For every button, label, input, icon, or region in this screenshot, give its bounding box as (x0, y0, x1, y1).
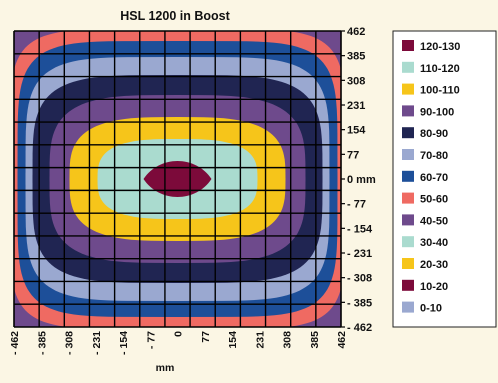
x-tick-label: - 308 (64, 331, 76, 355)
x-tick-label: - 231 (91, 331, 103, 355)
y-tick-label: 385 (347, 51, 365, 63)
x-tick-label: - 77 (145, 331, 157, 349)
y-tick-label: - 308 (347, 273, 372, 285)
legend-label: 80-90 (420, 128, 448, 140)
legend-swatch (402, 258, 414, 269)
legend-swatch (402, 170, 414, 182)
legend-label: 50-60 (420, 194, 448, 206)
legend-swatch (402, 61, 414, 73)
x-tick-label: 154 (227, 331, 239, 349)
legend-swatch (402, 279, 414, 291)
plot-grid (13, 30, 342, 328)
legend-swatch (402, 40, 414, 51)
x-tick-label: 385 (309, 331, 321, 349)
x-tick-label: 462 (336, 331, 348, 349)
y-tick-label: - 77 (347, 199, 366, 211)
legend-label: 110-120 (420, 63, 460, 75)
x-tick-label: 77 (200, 331, 212, 343)
legend-swatch (402, 301, 414, 313)
band-120-130 (143, 161, 212, 197)
y-tick-label: 308 (347, 75, 365, 87)
y-tick-label: 77 (347, 149, 359, 161)
y-tick-label: 154 (347, 125, 366, 137)
legend-label: 20-30 (420, 259, 448, 271)
legend-swatch (402, 105, 414, 117)
y-tick-label: 231 (347, 100, 365, 112)
x-tick-label: 0 (173, 331, 185, 337)
y-tick-label: - 385 (347, 297, 372, 309)
x-tick-label: 231 (254, 331, 266, 349)
x-tick-label: 308 (282, 331, 294, 349)
chart-title: HSL 1200 in Boost (120, 9, 230, 23)
legend-swatch (402, 149, 414, 160)
legend-label: 30-40 (420, 237, 448, 249)
x-tick-label: - 462 (9, 331, 21, 355)
legend-label: 0-10 (420, 303, 442, 315)
legend-swatch (402, 236, 414, 248)
y-tick-label: - 462 (347, 322, 372, 334)
y-tick-label: - 154 (347, 223, 373, 235)
legend-label: 100-110 (420, 85, 460, 97)
legend: 120-130 110-120 100-110 90-100 80-90 70-80 60-… (402, 40, 460, 315)
legend-label: 70-80 (420, 150, 448, 162)
legend-swatch (402, 192, 414, 204)
y-axis-ticks: 462 385 308 231 154 77 0 mm - 77 - 154 - 231 - 308… (341, 26, 376, 334)
y-tick-label: - 231 (347, 248, 372, 260)
legend-swatch (402, 127, 414, 139)
legend-label: 90-100 (420, 106, 454, 118)
legend-label: 10-20 (420, 281, 448, 293)
x-axis-ticks: - 462 - 385 - 308 - 231 - 154 - 77 0 77 154 231 30… (9, 331, 348, 355)
x-tick-label: - 385 (36, 331, 48, 355)
y-tick-label: 0 mm (347, 174, 376, 186)
legend-label: 120-130 (420, 41, 460, 53)
x-tick-label: - 154 (118, 331, 130, 355)
legend-label: 40-50 (420, 215, 448, 227)
y-tick-label: 462 (347, 26, 365, 38)
contour-bands (14, 31, 341, 327)
x-axis-label: mm (156, 362, 175, 374)
legend-swatch (402, 83, 414, 95)
legend-label: 60-70 (420, 172, 448, 184)
legend-swatch (402, 214, 414, 226)
